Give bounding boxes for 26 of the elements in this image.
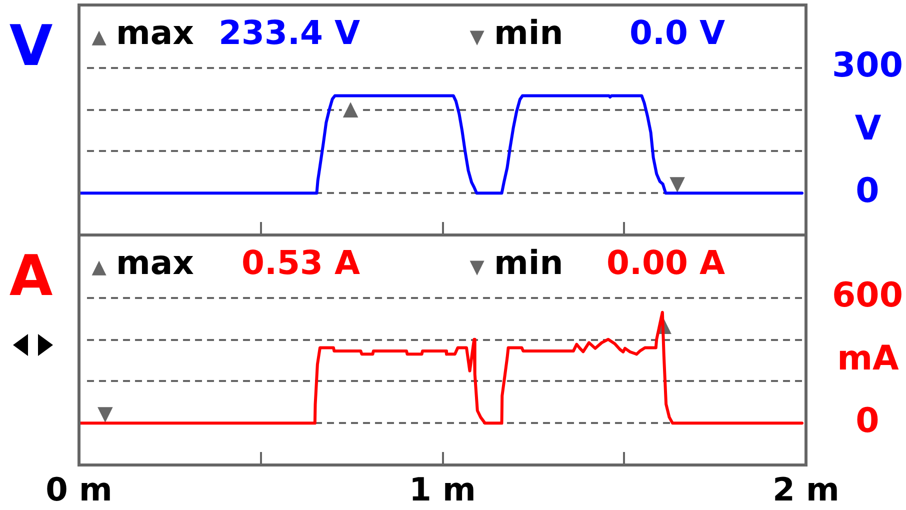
annotation: ▲ bbox=[92, 26, 107, 48]
annotation: min bbox=[494, 13, 564, 52]
annotation: max bbox=[116, 243, 194, 282]
annotation: 233.4 V bbox=[218, 13, 360, 52]
annotation: ▼ bbox=[670, 171, 686, 196]
y-tick-label: 300 bbox=[832, 46, 903, 86]
chart-title: V bbox=[9, 14, 54, 79]
annotation: 0.53 A bbox=[242, 243, 360, 282]
annotation: max bbox=[116, 13, 194, 52]
annotation: min bbox=[494, 243, 564, 282]
chart-title: A bbox=[9, 244, 54, 309]
annotation: ▼ bbox=[470, 26, 485, 48]
x-tick-label: 1 m bbox=[409, 470, 476, 509]
annotation: ▲ bbox=[92, 256, 107, 278]
y-tick-label: 0 bbox=[856, 171, 880, 212]
annotation: 0.0 V bbox=[630, 13, 726, 52]
annotation: ▲ bbox=[342, 96, 359, 120]
annotation: 0.00 A bbox=[606, 243, 726, 282]
y-axis-title: mA bbox=[837, 338, 900, 378]
x-tick-label: 0 m bbox=[46, 470, 112, 509]
x-tick-label: 2 m bbox=[772, 470, 840, 509]
y-axis-title: V bbox=[854, 108, 882, 148]
y-tick-label: 600 bbox=[832, 276, 903, 316]
annotation: ▼ bbox=[97, 401, 114, 426]
y-tick-label: 0 bbox=[856, 401, 880, 442]
annotation: ▼ bbox=[470, 256, 485, 278]
